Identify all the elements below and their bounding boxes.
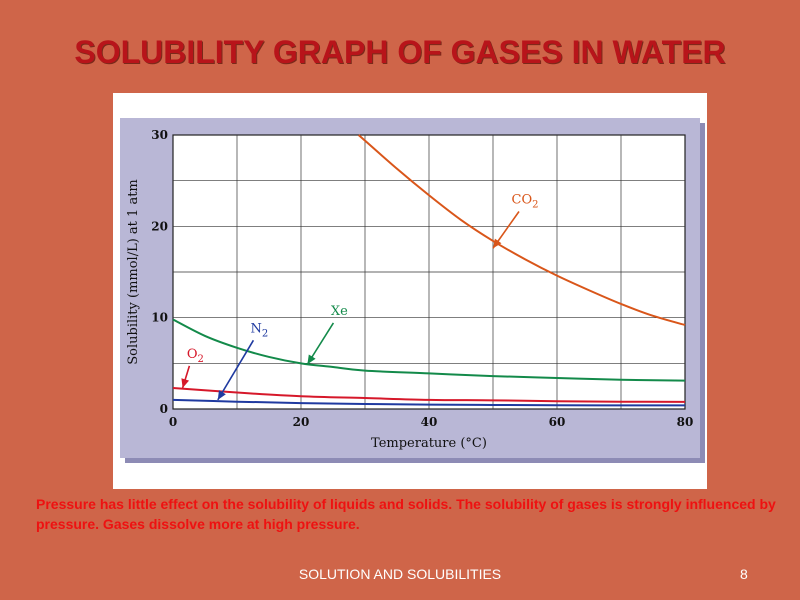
series-line-co2 <box>357 134 686 326</box>
arrow-n2 <box>217 339 255 401</box>
x-tick-label: 80 <box>677 415 694 429</box>
y-tick-label: 30 <box>151 128 168 142</box>
arrowhead-n2 <box>217 390 226 400</box>
axis-ticks: 0 20 40 60 80 0 10 20 30 <box>151 128 693 429</box>
series-line-xe <box>172 318 686 382</box>
arrowhead-o2 <box>181 378 190 388</box>
footer-title: SOLUTION AND SOLUBILITIES <box>298 566 502 582</box>
series-line-o2 <box>172 386 686 403</box>
series-line-n2 <box>172 398 686 407</box>
figure-panel: 0 20 40 60 80 0 10 20 30 CO2 Xe N2 O2 Temperature (… <box>113 93 707 489</box>
arrowhead-xe <box>307 354 316 365</box>
series-group <box>172 134 686 407</box>
arrowhead-co2 <box>493 238 502 249</box>
x-tick-label: 20 <box>293 415 310 429</box>
label-co2: CO2 <box>512 193 539 211</box>
y-tick-label: 20 <box>151 219 168 233</box>
grid <box>173 135 685 409</box>
y-tick-label: 10 <box>151 311 168 325</box>
y-tick-label: 0 <box>160 402 168 416</box>
x-tick-label: 0 <box>169 415 177 429</box>
page-number: 8 <box>740 566 748 582</box>
y-axis-label: Solubility (mmol/L) at 1 atm <box>126 179 141 365</box>
x-axis-label: Temperature (°C) <box>371 436 487 451</box>
x-tick-label: 60 <box>549 415 566 429</box>
body-text: Pressure has little effect on the solubi… <box>36 496 776 532</box>
x-tick-label: 40 <box>421 415 438 429</box>
slide-title: SOLUBILITY GRAPH OF GASES IN WATER <box>74 34 726 70</box>
label-xe: Xe <box>331 304 348 319</box>
